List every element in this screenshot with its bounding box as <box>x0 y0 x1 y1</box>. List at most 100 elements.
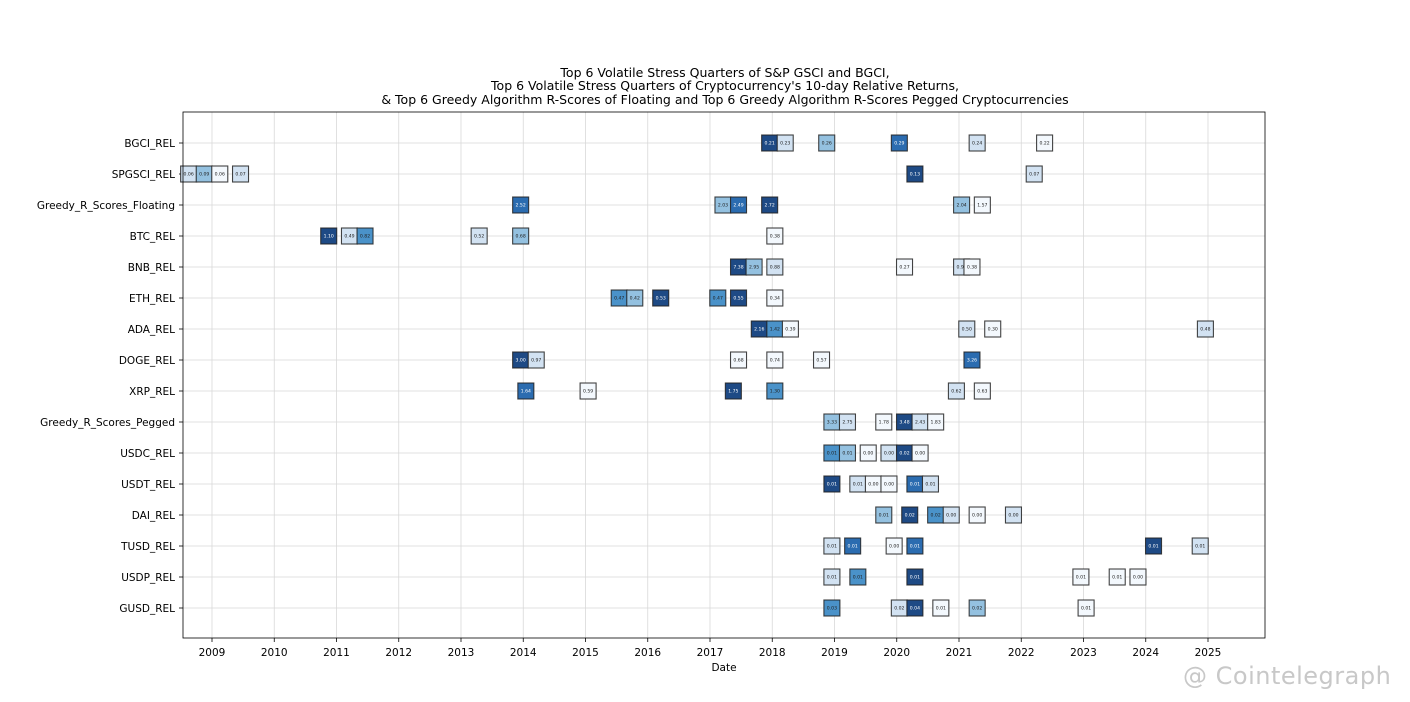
box-cell <box>776 134 794 152</box>
chart-title: Top 6 Volatile Stress Quarters of S&P GS… <box>381 65 1068 107</box>
box-value-label: 0.01 <box>1195 544 1205 550</box>
x-tick-label: 2009 <box>199 647 226 659</box>
box-value-label: 3.00 <box>516 358 526 364</box>
data-box: 1.75 <box>724 382 742 400</box>
data-box: 1.83 <box>927 413 945 431</box>
data-box: 3.33 <box>823 413 841 431</box>
row-label-ada-rel: ADA_REL <box>128 324 175 336</box>
data-box: 0.49 <box>340 227 359 245</box>
data-box: 1.64 <box>517 382 535 400</box>
box-cell <box>1036 134 1054 152</box>
data-box: 0.63 <box>973 382 991 400</box>
box-cell <box>1191 537 1209 555</box>
box-value-label: 0.21 <box>765 141 775 147</box>
data-box: 0.21 <box>761 134 779 152</box>
data-box: 0.01 <box>906 568 924 586</box>
box-value-label: 0.01 <box>910 575 920 581</box>
box-value-label: 0.22 <box>1039 141 1049 147</box>
x-axis-label: Date <box>711 662 736 674</box>
row-label-dai-rel: DAI_REL <box>132 510 175 522</box>
box-cell <box>1144 537 1163 555</box>
box-value-label: 0.02 <box>905 513 915 519</box>
box-value-label: 0.01 <box>879 513 889 519</box>
data-box: 0.07 <box>231 165 250 183</box>
data-box: 0.48 <box>1196 320 1214 338</box>
box-value-label: 0.59 <box>583 389 593 395</box>
y-tick-labels: BGCI_REL SPGSCI_REL Greedy_R_Scores_Floati… <box>37 138 183 615</box>
box-value-label: 0.82 <box>360 234 370 240</box>
box-cell <box>1108 568 1126 586</box>
box-value-label: 2.43 <box>915 420 925 426</box>
box-cell <box>885 537 903 555</box>
box-value-label: 0.53 <box>656 296 666 302</box>
data-box: 0.04 <box>906 599 924 617</box>
box-cell <box>729 196 748 214</box>
box-cell <box>906 599 924 617</box>
box-value-label: 0.02 <box>972 606 982 612</box>
box-cell <box>984 320 1002 338</box>
data-box: 7.38 <box>729 258 748 276</box>
row-label-spgsci-rel: SPGSCI_REL <box>112 169 175 181</box>
data-box: 0.74 <box>766 351 784 369</box>
data-box: 0.13 <box>906 165 924 183</box>
data-box: 0.00 <box>864 475 882 493</box>
title-line-2: Top 6 Volatile Stress Quarters of Crypto… <box>490 78 959 93</box>
x-tick-label: 2023 <box>1070 647 1097 659</box>
data-box: 0.34 <box>766 289 784 307</box>
data-box: 0.01 <box>1144 537 1163 555</box>
data-box: 0.01 <box>921 475 940 493</box>
box-value-label: 0.68 <box>733 358 743 364</box>
box-value-label: 0.01 <box>827 482 837 488</box>
box-value-label: 1.30 <box>770 389 780 395</box>
data-box: 0.47 <box>709 289 727 307</box>
box-value-label: 2.52 <box>516 203 526 209</box>
row-label-doge-rel: DOGE_REL <box>119 355 175 367</box>
box-value-label: 0.47 <box>713 296 723 302</box>
data-box: 0.00 <box>859 444 877 462</box>
box-cell <box>973 382 991 400</box>
box-value-label: 0.01 <box>853 482 863 488</box>
box-cell <box>766 351 784 369</box>
data-box: 0.02 <box>968 599 986 617</box>
box-value-label: 0.62 <box>951 389 961 395</box>
box-cell <box>766 382 784 400</box>
x-tick-label: 2021 <box>946 647 973 659</box>
box-value-label: 0.38 <box>770 234 780 240</box>
data-box: 1.57 <box>973 196 991 214</box>
x-tick-label: 2010 <box>261 647 288 659</box>
data-box: 0.62 <box>947 382 965 400</box>
box-cell <box>963 258 981 276</box>
box-cell <box>818 134 836 152</box>
data-box: 0.01 <box>849 475 867 493</box>
box-value-label: 0.00 <box>884 482 894 488</box>
x-tick-labels: 2009 2010 2011 2012 2013 2014 2015 2016 2017 2018… <box>199 638 1221 659</box>
data-box: 0.01 <box>838 444 857 462</box>
data-box: 0.68 <box>729 351 748 369</box>
box-value-label: 2.03 <box>718 203 728 209</box>
box-cell <box>963 351 981 369</box>
box-value-label: 0.06 <box>215 172 225 178</box>
row-label-eth-rel: ETH_REL <box>129 293 175 305</box>
box-value-label: 3.26 <box>967 358 977 364</box>
box-cell <box>927 413 945 431</box>
box-cell <box>859 444 877 462</box>
row-label-btc-rel: BTC_REL <box>130 231 176 243</box>
data-box: 0.00 <box>885 537 903 555</box>
x-tick-label: 2014 <box>510 647 537 659</box>
data-box: 0.29 <box>890 134 908 152</box>
data-box: 0.02 <box>901 506 919 524</box>
data-box: 0.00 <box>911 444 929 462</box>
x-tick-label: 2024 <box>1132 647 1159 659</box>
data-box: 0.02 <box>890 599 908 617</box>
data-box: 0.02 <box>895 444 914 462</box>
data-box: 2.03 <box>714 196 732 214</box>
data-box: 0.38 <box>766 227 784 245</box>
box-cell <box>512 227 530 245</box>
data-box: 0.38 <box>963 258 981 276</box>
data-box: 2.95 <box>745 258 763 276</box>
x-tick-label: 2011 <box>323 647 350 659</box>
box-cell <box>880 475 898 493</box>
data-box: 0.27 <box>895 258 914 276</box>
data-box: 0.24 <box>968 134 986 152</box>
row-label-tusd-rel: TUSD_REL <box>120 541 175 553</box>
